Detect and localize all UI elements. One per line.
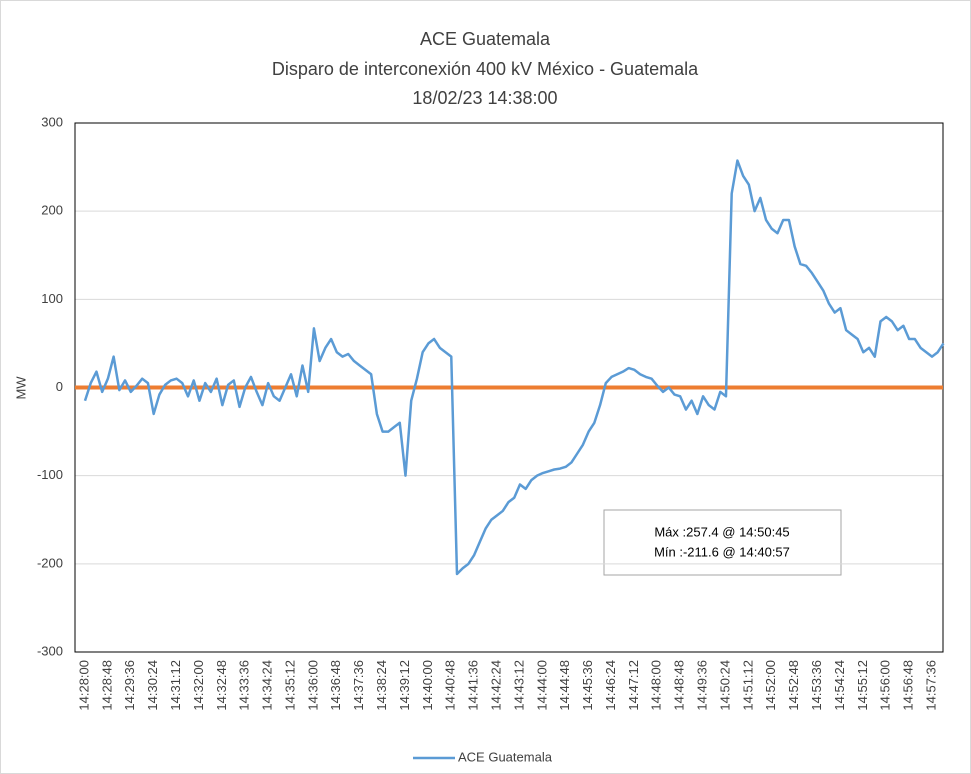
x-tick-label: 14:32:00 [191,660,206,711]
y-axis-label: MW [13,376,28,400]
x-tick-label: 14:47:12 [626,660,641,711]
x-tick-label: 14:40:00 [420,660,435,711]
x-tick-label: 14:33:36 [237,660,252,711]
x-tick-label: 14:54:24 [832,660,847,711]
x-tick-label: 14:36:48 [328,660,343,711]
x-tick-label: 14:49:36 [695,660,710,711]
x-tick-label: 14:44:48 [557,660,572,711]
x-tick-label: 14:43:12 [511,660,526,711]
data-line [83,159,945,576]
x-tick-label: 14:40:48 [443,660,458,711]
y-tick-label: 100 [41,291,63,306]
legend-label: ACE Guatemala [458,749,553,764]
x-tick-label: 14:29:36 [122,660,137,711]
x-tick-label: 14:42:24 [488,660,503,711]
x-tick-label: 14:39:12 [397,660,412,711]
annotation: Máx :257.4 @ 14:50:45 [654,524,789,539]
x-tick-label: 14:56:00 [878,660,893,711]
chart-title: ACE Guatemala [420,29,551,49]
x-tick-label: 14:28:00 [76,660,91,711]
y-tick-label: -100 [37,467,63,482]
x-tick-label: 14:35:12 [282,660,297,711]
x-tick-label: 14:46:24 [603,660,618,711]
y-tick-label: -200 [37,555,63,570]
x-tick-label: 14:30:24 [145,660,160,711]
x-tick-label: 14:56:48 [901,660,916,711]
x-tick-label: 14:28:48 [99,660,114,711]
y-tick-label: 0 [56,379,63,394]
x-tick-label: 14:34:24 [260,660,275,711]
x-tick-label: 14:48:00 [649,660,664,711]
y-tick-label: 200 [41,203,63,218]
x-tick-label: 14:53:36 [809,660,824,711]
x-tick-label: 14:31:12 [168,660,183,711]
x-tick-label: 14:52:00 [763,660,778,711]
x-tick-label: 14:38:24 [374,660,389,711]
x-tick-label: 14:51:12 [740,660,755,711]
x-tick-label: 14:55:12 [855,660,870,711]
y-tick-label: 300 [41,114,63,129]
chart-subtitle: Disparo de interconexión 400 kV México -… [272,59,699,79]
x-tick-label: 14:44:00 [534,660,549,711]
x-tick-label: 14:41:36 [466,660,481,711]
x-tick-label: 14:45:36 [580,660,595,711]
x-tick-label: 14:57:36 [923,660,938,711]
x-tick-label: 14:52:48 [786,660,801,711]
chart-date: 18/02/23 14:38:00 [412,88,557,108]
x-tick-label: 14:48:48 [672,660,687,711]
annotation-box [603,509,842,576]
y-tick-label: -300 [37,643,63,658]
x-tick-label: 14:36:00 [305,660,320,711]
annotation: Mín :-211.6 @ 14:40:57 [654,544,790,559]
x-tick-label: 14:50:24 [717,660,732,711]
x-tick-label: 14:32:48 [214,660,229,711]
x-tick-label: 14:37:36 [351,660,366,711]
